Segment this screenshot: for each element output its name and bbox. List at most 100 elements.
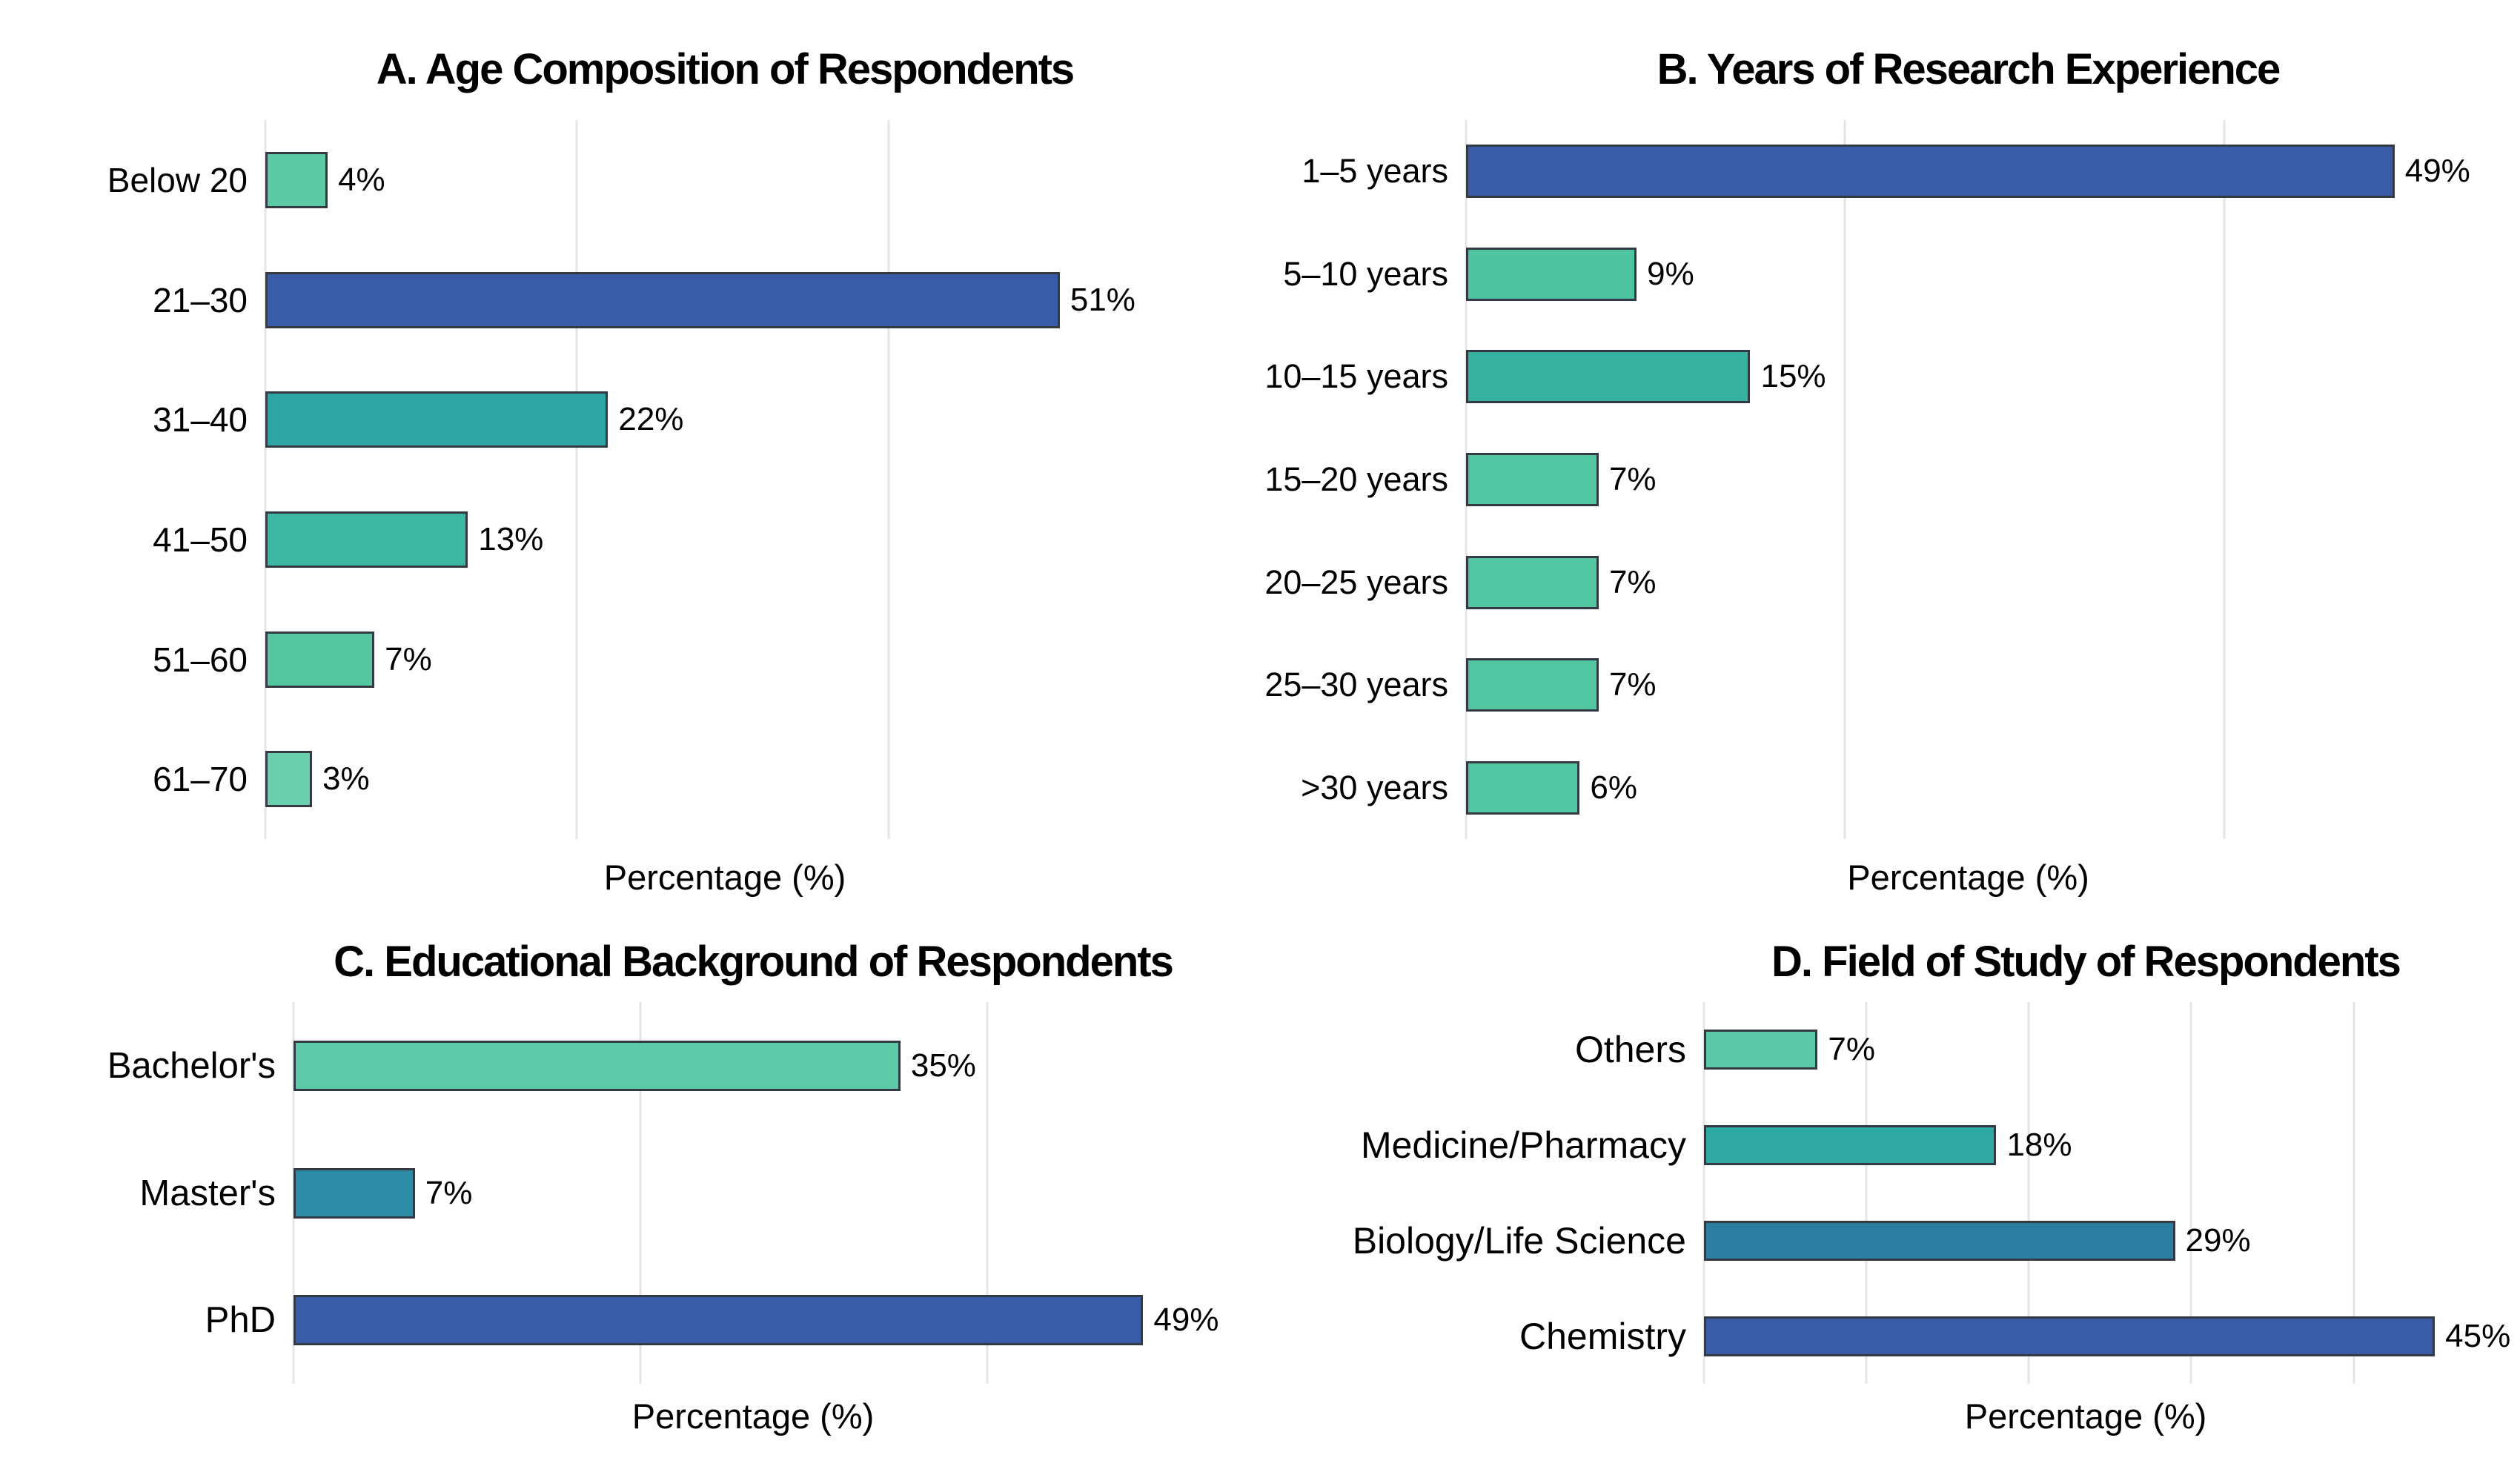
bar-row: Medicine/Pharmacy 18%	[1260, 1098, 2520, 1193]
bar-area: 7%	[1466, 555, 2470, 609]
bar-area: 13%	[265, 511, 1184, 568]
gridline-40	[986, 1002, 989, 1384]
panel-field-of-study: D. Field of Study of Respondents Others 7…	[1260, 919, 2520, 1475]
gridline-30	[2189, 1002, 2192, 1384]
gridline-40	[887, 120, 890, 839]
bar	[1704, 1316, 2436, 1356]
gridline-0	[264, 120, 267, 839]
bar	[1466, 760, 1580, 815]
category-label: 10–15 years	[1264, 357, 1448, 396]
category-label: Medicine/Pharmacy	[1360, 1124, 1686, 1167]
panel-research-experience: B. Years of Research Experience 1–5 year…	[1260, 0, 2520, 919]
panel-d-bar-rows: Others 7% Medicine/Pharmacy 18% Biology/Life…	[1260, 1002, 2520, 1384]
bar-row: 5–10 years 9%	[1260, 223, 2520, 326]
bar-area: 22%	[265, 391, 1184, 448]
bar-area: 45%	[1704, 1316, 2510, 1356]
value-label: 9%	[1647, 255, 1694, 292]
value-label: 3%	[322, 760, 370, 798]
bar-row: 61–70 3%	[0, 719, 1260, 839]
bar-area: 49%	[1466, 145, 2470, 199]
panel-d-title: D. Field of Study of Respondents	[1771, 938, 2401, 986]
panel-b-bar-rows: 1–5 years 49% 5–10 years 9% 10–15 years 15% 15…	[1260, 120, 2520, 839]
value-label: 29%	[2185, 1222, 2251, 1259]
category-label: 51–60	[153, 640, 248, 679]
category-label: 25–30 years	[1264, 666, 1448, 704]
bar-row: Below 20 4%	[0, 120, 1260, 240]
value-label: 7%	[385, 640, 432, 677]
bar-row: 31–40 22%	[0, 359, 1260, 480]
value-label: 7%	[1608, 666, 1657, 703]
bar	[1466, 247, 1637, 301]
panel-c-x-axis-label: Percentage (%)	[631, 1396, 875, 1436]
bar	[294, 1040, 901, 1091]
category-label: Bachelor's	[107, 1045, 276, 1086]
panel-b-plot-area: 1–5 years 49% 5–10 years 9% 10–15 years 15% 15…	[1260, 120, 2520, 839]
bar-area: 18%	[1704, 1125, 2467, 1166]
panel-a-plot-area: Below 20 4% 21–30 51% 31–40 22% 41–50 13% 51–60 7…	[0, 120, 1260, 839]
bar	[265, 751, 313, 808]
category-label: Below 20	[107, 160, 248, 199]
gridline-20	[639, 1002, 642, 1384]
bar-area: 7%	[1704, 1030, 2467, 1070]
category-label: 41–50	[153, 520, 248, 559]
bar-area: 49%	[294, 1295, 1218, 1346]
bar-row: Bachelor's 35%	[0, 1002, 1260, 1130]
bar	[265, 391, 609, 448]
value-label: 7%	[1608, 563, 1657, 600]
panel-b-x-axis-label: Percentage (%)	[1847, 858, 2089, 897]
bar-row: Master's 7%	[0, 1130, 1260, 1257]
category-label: >30 years	[1301, 768, 1448, 806]
bar-area: 7%	[1466, 658, 2470, 712]
panel-d-x-axis-label: Percentage (%)	[1964, 1396, 2207, 1436]
bar-row: 10–15 years 15%	[1260, 325, 2520, 428]
value-label: 4%	[338, 161, 385, 198]
panel-a-x-axis-label: Percentage (%)	[603, 858, 846, 897]
bar	[265, 151, 328, 208]
gridline-40	[2223, 120, 2226, 839]
panel-a-title: A. Age Composition of Respondents	[376, 45, 1075, 93]
category-label: 31–40	[153, 400, 248, 440]
bar	[1704, 1030, 1818, 1070]
bar-area: 7%	[294, 1167, 1213, 1219]
value-label: 45%	[2445, 1317, 2511, 1354]
panel-b-title: B. Years of Research Experience	[1657, 45, 2281, 93]
value-label: 51%	[1070, 281, 1135, 318]
value-label: 35%	[910, 1047, 976, 1084]
bar	[265, 511, 468, 568]
panel-c-bar-rows: Bachelor's 35% Master's 7% PhD 49%	[0, 1002, 1260, 1384]
category-label: 1–5 years	[1302, 152, 1448, 190]
bar	[1466, 350, 1751, 404]
bar	[1466, 453, 1599, 507]
value-label: 22%	[618, 401, 684, 438]
value-label: 49%	[2404, 153, 2470, 190]
panel-educational-background: C. Educational Background of Respondents…	[0, 919, 1260, 1475]
bar	[294, 1295, 1144, 1346]
bar	[1466, 658, 1599, 712]
bar	[265, 271, 1060, 328]
value-label: 18%	[2006, 1127, 2072, 1164]
panel-a-gridlines	[264, 120, 1184, 839]
category-label: 5–10 years	[1283, 254, 1448, 293]
bar-area: 7%	[1466, 453, 2470, 507]
panel-c-title: C. Educational Background of Respondents	[334, 938, 1174, 986]
gridline-40	[2352, 1002, 2355, 1384]
value-label: 49%	[1153, 1302, 1219, 1339]
bar-row: >30 years 6%	[1260, 736, 2520, 839]
category-label: Master's	[139, 1173, 276, 1213]
category-label: Chemistry	[1519, 1315, 1686, 1357]
bar-row: Chemistry 45%	[1260, 1288, 2520, 1384]
panel-d-gridlines	[1702, 1002, 2467, 1384]
bar-area: 51%	[265, 271, 1184, 328]
bar-area: 35%	[294, 1040, 1213, 1091]
bar-row: Others 7%	[1260, 1002, 2520, 1098]
bar-row: 51–60 7%	[0, 600, 1260, 720]
category-label: Others	[1574, 1029, 1686, 1071]
gridline-0	[1702, 1002, 1705, 1384]
gridline-10	[1865, 1002, 1868, 1384]
panel-age-composition: A. Age Composition of Respondents Below …	[0, 0, 1260, 919]
category-label: 20–25 years	[1264, 563, 1448, 601]
bar-area: 3%	[265, 751, 1184, 808]
bar-row: 41–50 13%	[0, 480, 1260, 600]
bar-area: 4%	[265, 151, 1184, 208]
value-label: 6%	[1590, 769, 1637, 806]
